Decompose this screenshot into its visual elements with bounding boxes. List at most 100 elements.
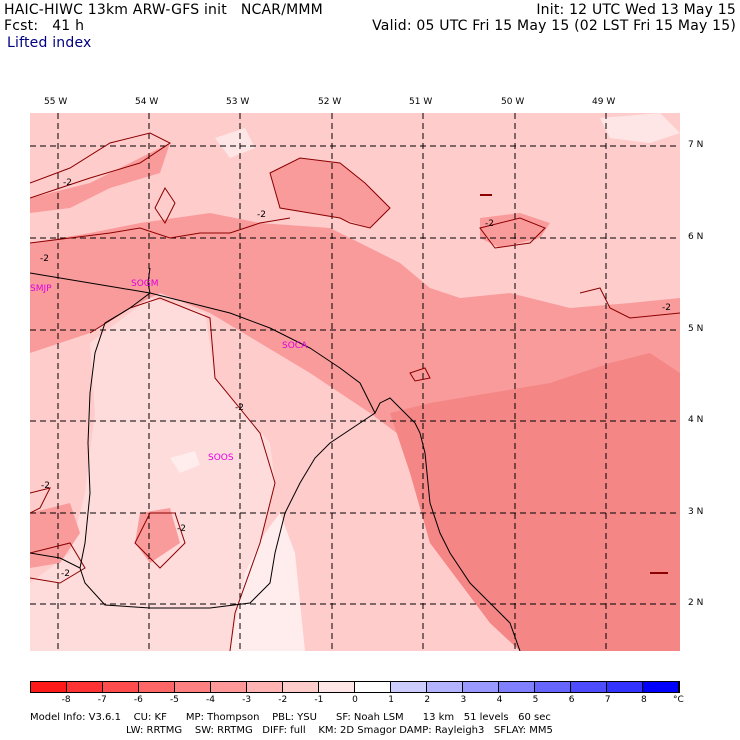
mid-patch-w <box>30 503 80 568</box>
station-label: SOCA <box>282 341 308 351</box>
coastline <box>30 272 416 424</box>
init-time: Init: 12 UTC Wed 13 May 15 <box>536 2 736 18</box>
colorbar-swatch <box>175 682 211 692</box>
pale-patch-n <box>215 128 255 158</box>
map-title: HAIC-HIWC 13km ARW-GFS init NCAR/MMM <box>4 2 323 18</box>
contour-line <box>134 512 186 569</box>
contour-line <box>269 157 391 229</box>
colorbar-swatch <box>211 682 247 692</box>
contour-line <box>479 217 546 249</box>
lat-label: 3 N <box>688 507 704 517</box>
lon-label: 50 W <box>501 97 525 107</box>
contour-line <box>409 367 431 382</box>
contour-label: -2 <box>485 219 494 229</box>
colorbar-swatch <box>67 682 103 692</box>
colorbar-tick-label: -3 <box>242 695 252 705</box>
station-label: SOOS <box>208 453 234 463</box>
contour-label: -2 <box>61 569 70 579</box>
colorbar-swatch <box>535 682 571 692</box>
contour-label: -2 <box>235 403 244 413</box>
model-info-line1: Model Info: V3.6.1 CU: KF MP: Thompson P… <box>30 712 551 723</box>
mid-patch-sw <box>135 508 180 563</box>
colorbar-swatch <box>607 682 643 692</box>
colorbar-tick-label: 4 <box>496 695 503 705</box>
contour-label: -2 <box>177 524 186 534</box>
pale-patch-ne <box>600 113 680 143</box>
contour-line <box>579 287 680 319</box>
colorbar-swatch <box>391 682 427 692</box>
station-label: SOGM <box>131 279 159 289</box>
border-line <box>79 267 151 569</box>
colorbar-unit: °C <box>673 695 684 705</box>
lon-label: 55 W <box>44 97 68 107</box>
field-name: Lifted index <box>7 35 92 51</box>
contours <box>30 132 680 651</box>
contour-line <box>154 187 176 224</box>
colorbar-tick-label: -7 <box>97 695 107 705</box>
colorbar-tick-label: -4 <box>206 695 216 705</box>
lon-label: 52 W <box>318 97 342 107</box>
contour-label: -2 <box>257 210 266 220</box>
colorbar-tick-label: 3 <box>460 695 467 705</box>
colorbar-swatch <box>319 682 355 692</box>
border-line <box>30 412 376 609</box>
dark-region <box>390 353 680 651</box>
pale-region <box>30 298 275 651</box>
lat-label: 7 N <box>688 140 704 150</box>
colorbar-tick-label: 1 <box>388 695 394 705</box>
colorbar-tick-label: -1 <box>314 695 324 705</box>
mid-patch-ne <box>480 213 550 248</box>
mid-patch-n <box>270 158 390 228</box>
station-label: SMJP <box>30 284 52 294</box>
pale-patch-sw <box>170 451 200 473</box>
light-patch-ne <box>430 113 680 303</box>
lon-label: 53 W <box>226 97 250 107</box>
contour-line <box>30 132 171 199</box>
lon-label: 51 W <box>409 97 433 107</box>
lon-label: 54 W <box>135 97 159 107</box>
colorbar-tick-label: 7 <box>604 695 611 705</box>
colorbar-swatch <box>247 682 283 692</box>
lat-label: 6 N <box>688 232 704 242</box>
colorbar-swatch <box>139 682 175 692</box>
contour-line <box>30 217 291 244</box>
lat-label: 5 N <box>688 324 704 334</box>
colorbar-tick-label: -8 <box>61 695 71 705</box>
colorbar-swatch <box>103 682 139 692</box>
gridlines <box>30 113 680 651</box>
contour-line <box>30 487 51 514</box>
contour-line <box>30 542 86 584</box>
coastlines-borders <box>30 267 521 651</box>
lon-label: 49 W <box>592 97 616 107</box>
colorbar-swatch <box>355 682 391 692</box>
colorbar-swatch <box>283 682 319 692</box>
contour-label: -2 <box>63 178 72 188</box>
palest-region <box>230 513 305 651</box>
colorbar-swatch <box>571 682 607 692</box>
contour-label: -2 <box>662 303 671 313</box>
colorbar-swatch <box>643 682 679 692</box>
colorbar-swatch <box>463 682 499 692</box>
contour-line <box>89 297 276 651</box>
contour-label: -2 <box>41 481 50 491</box>
colorbar-swatch <box>31 682 67 692</box>
valid-time: Valid: 05 UTC Fri 15 May 15 (02 LST Fri … <box>372 18 736 34</box>
lat-label: 4 N <box>688 415 704 425</box>
colorbar-tick-label: -6 <box>133 695 143 705</box>
forecast-hour: Fcst: 41 h <box>4 18 85 34</box>
contour-label: -2 <box>40 254 49 264</box>
colorbar <box>30 681 680 693</box>
colorbar-swatch <box>499 682 535 692</box>
colorbar-tick-label: 8 <box>641 695 647 705</box>
light-patch-nw <box>30 113 160 183</box>
colorbar-tick-label: -5 <box>169 695 179 705</box>
lifted-index-map <box>30 113 680 651</box>
colorbar-tick-label: 5 <box>532 695 539 705</box>
colorbar-tick-label: 6 <box>568 695 575 705</box>
colorbar-tick-label: -2 <box>278 695 288 705</box>
lat-label: 2 N <box>688 598 704 608</box>
colorbar-tick-label: 0 <box>352 695 358 705</box>
border-line <box>414 422 521 651</box>
mid-patch-nw <box>30 143 170 213</box>
colorbar-tick-label: 2 <box>424 695 431 705</box>
